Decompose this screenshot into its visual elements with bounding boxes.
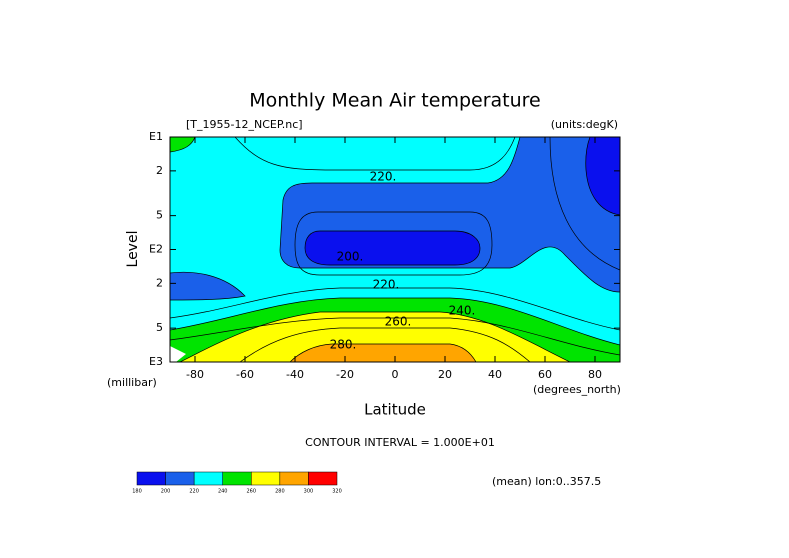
contour-line — [170, 317, 620, 356]
y-axis-title: Level — [125, 231, 141, 268]
colorbar-swatch — [251, 471, 281, 486]
contour-line — [294, 211, 493, 276]
y-tick-label: E3 — [149, 355, 163, 368]
x-tick-label: -40 — [286, 368, 304, 381]
contour-label: 240. — [449, 304, 476, 318]
colorbar-label: 300 — [304, 489, 314, 495]
colorbar-label: 180 — [132, 489, 142, 495]
x-axis-units: (degrees_north) — [533, 383, 621, 396]
x-tick-label: 0 — [392, 368, 399, 381]
contour-label: 220. — [373, 278, 400, 292]
colorbar-swatch — [222, 471, 252, 486]
y-tick-label: E1 — [149, 130, 163, 143]
y-tick-label: 5 — [156, 321, 163, 334]
x-tick-label: -20 — [336, 368, 354, 381]
colorbar-swatch — [165, 471, 195, 486]
x-tick-label: 80 — [588, 368, 602, 381]
x-tick-label: 40 — [488, 368, 502, 381]
contour-line — [549, 137, 620, 271]
y-tick-label: E2 — [149, 243, 163, 256]
colorbar-swatch — [279, 471, 309, 486]
colorbar-label: 220 — [189, 489, 199, 495]
contour-interval: CONTOUR INTERVAL = 1.000E+01 — [305, 436, 495, 449]
x-axis-title: Latitude — [364, 401, 426, 419]
missing-data — [170, 346, 186, 362]
x-tick-label: 20 — [438, 368, 452, 381]
contour-label: 260. — [385, 315, 412, 329]
y-axis-units: (millibar) — [107, 376, 157, 389]
y-tick-label: 5 — [156, 209, 163, 222]
colorbar-label: 260 — [247, 489, 257, 495]
contour-region — [170, 271, 246, 301]
colorbar-label: 320 — [332, 489, 342, 495]
contour-region — [289, 343, 477, 362]
contour-region — [179, 311, 571, 362]
x-tick-label: 60 — [538, 368, 552, 381]
units: (units:degK) — [551, 118, 618, 131]
contour-line — [234, 137, 516, 171]
contour-line — [239, 327, 531, 362]
contour-region — [304, 230, 481, 266]
colorbar-label: 200 — [161, 489, 171, 495]
contour-label: 200. — [337, 250, 364, 264]
colorbar-swatch — [136, 471, 166, 486]
y-tick-label: 2 — [156, 276, 163, 289]
x-tick-label: -80 — [186, 368, 204, 381]
contour-label: 280. — [330, 338, 357, 352]
colorbar-label: 280 — [275, 489, 285, 495]
colorbar-label: 240 — [218, 489, 228, 495]
y-tick-label: 2 — [156, 164, 163, 177]
contour-line — [170, 287, 620, 331]
colorbar-swatch — [193, 471, 223, 486]
note: (mean) lon:0..357.5 — [492, 475, 601, 488]
contour-label: 220. — [370, 170, 397, 184]
subtitle: [T_1955-12_NCEP.nc] — [186, 118, 303, 131]
chart-title: Monthly Mean Air temperature — [249, 90, 540, 112]
contour-region — [585, 137, 620, 216]
contour-field — [170, 137, 620, 362]
contour-labels: 220. 200. 220. 240. 260. 280. — [330, 170, 476, 352]
colorbar-swatch — [308, 471, 338, 486]
x-tick-label: -60 — [236, 368, 254, 381]
